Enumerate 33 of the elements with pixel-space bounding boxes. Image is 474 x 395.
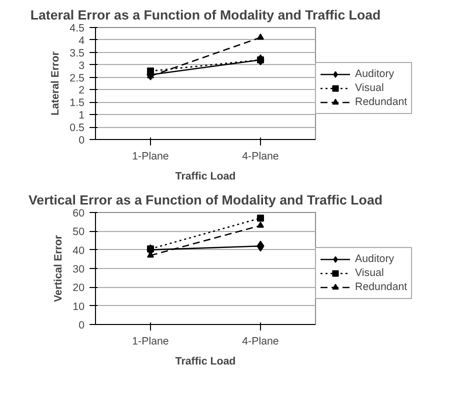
x-tick-label: 1-Plane — [132, 336, 169, 348]
y-tick-label: 0 — [78, 320, 85, 332]
y-tick-label: 3.5 — [70, 47, 85, 60]
y-tick-label: 3 — [78, 60, 85, 72]
legend-label: Auditory — [355, 67, 394, 81]
legend-label: Redundant — [355, 95, 408, 109]
y-tick-label: 20 — [72, 282, 85, 294]
y-tick-label: 60 — [72, 208, 85, 220]
legend-label: Visual — [355, 81, 384, 95]
y-tick-label: 1 — [78, 110, 85, 122]
y-tick-label: 10 — [72, 300, 85, 313]
y-axis-title: Vertical Error — [52, 235, 65, 302]
y-tick-label: 1.5 — [70, 97, 85, 110]
legend-label: Redundant — [355, 280, 408, 294]
y-tick-label: 0.5 — [70, 122, 85, 134]
x-tick-label: 1-Plane — [132, 150, 169, 162]
y-tick-label: 40 — [72, 244, 85, 257]
y-tick-label: 4 — [78, 34, 85, 47]
chart-title: Lateral Error as a Function of Modality and Traffic Load — [30, 8, 381, 22]
x-tick-label: 4-Plane — [242, 336, 279, 348]
y-tick-label: 4.5 — [70, 22, 85, 34]
legend-label: Auditory — [355, 252, 394, 266]
y-tick-label: 50 — [72, 226, 85, 238]
y-tick-label: 30 — [72, 264, 85, 276]
x-tick-label: 4-Plane — [242, 150, 279, 162]
y-tick-label: 0 — [78, 134, 85, 146]
y-axis-title: Lateral Error — [50, 52, 62, 116]
x-axis-title: Traffic Load — [175, 356, 236, 368]
y-tick-label: 2.5 — [70, 72, 85, 84]
y-tick-label: 2 — [78, 84, 85, 97]
chart-title: Vertical Error as a Function of Modality and Traffic Load — [28, 192, 383, 208]
legend-label: Visual — [355, 266, 384, 280]
x-axis-title: Traffic Load — [175, 170, 236, 182]
